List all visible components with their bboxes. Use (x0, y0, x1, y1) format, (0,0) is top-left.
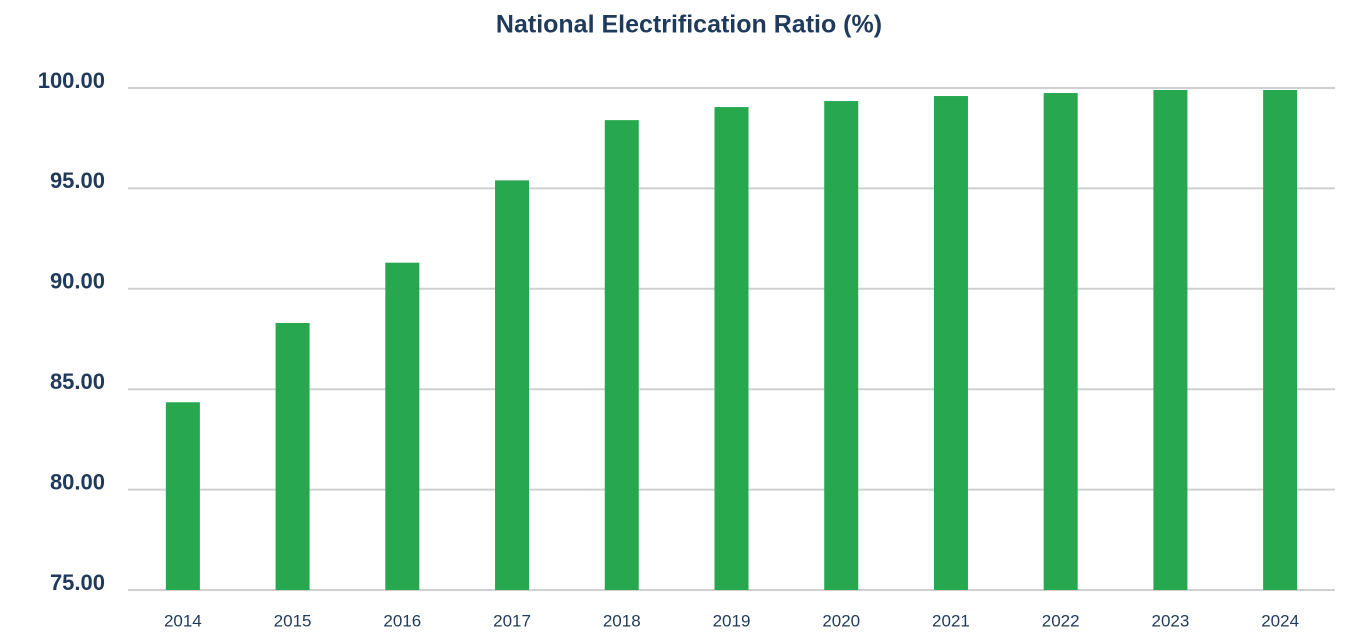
bar (714, 107, 749, 591)
y-tick-label: 100.00 (38, 68, 105, 93)
bar (1263, 90, 1298, 591)
y-tick-label: 85.00 (50, 369, 105, 394)
y-tick-label: 90.00 (50, 269, 105, 294)
x-tick-label: 2016 (383, 611, 421, 630)
x-tick-label: 2023 (1151, 611, 1189, 630)
x-tick-label: 2024 (1261, 611, 1299, 630)
bar (1153, 90, 1188, 591)
bar (933, 96, 968, 591)
x-tick-label: 2020 (822, 611, 860, 630)
x-tick-label: 2021 (932, 611, 970, 630)
x-tick-label: 2019 (713, 611, 751, 630)
bar (275, 322, 310, 590)
x-tick-label: 2017 (493, 611, 531, 630)
x-tick-label: 2015 (274, 611, 312, 630)
x-tick-label: 2014 (164, 611, 202, 630)
bar (604, 120, 639, 591)
bar (1043, 93, 1078, 591)
bar (385, 262, 420, 590)
x-tick-label: 2022 (1042, 611, 1080, 630)
y-tick-label: 95.00 (50, 168, 105, 193)
bar (165, 402, 200, 590)
y-tick-label: 80.00 (50, 469, 105, 494)
bar (824, 101, 859, 590)
x-tick-label: 2018 (603, 611, 641, 630)
chart-title: National Electrification Ratio (%) (496, 11, 882, 39)
bar (495, 180, 530, 591)
y-tick-label: 75.00 (50, 570, 105, 595)
